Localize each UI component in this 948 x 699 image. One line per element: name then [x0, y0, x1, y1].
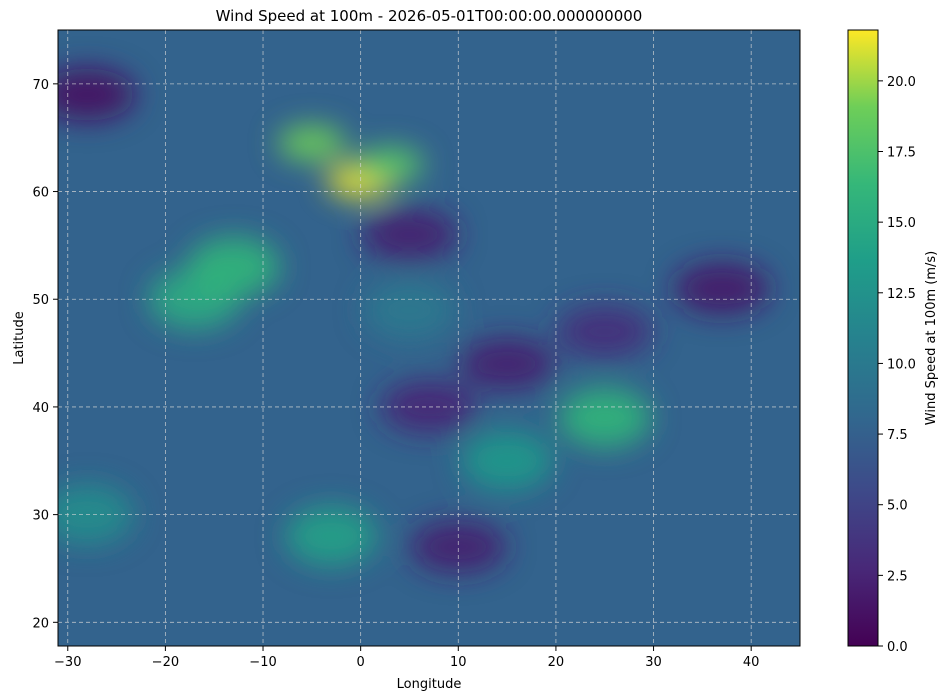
- colorbar-tick-label: 0.0: [887, 640, 908, 655]
- heatmap-hotspot: [355, 146, 424, 183]
- colorbar-gradient: [847, 29, 879, 647]
- heatmap-hotspot: [285, 506, 378, 567]
- x-axis-label: Longitude: [397, 677, 462, 692]
- colorbar-tick-label: 20.0: [887, 75, 916, 90]
- colorbar-ticks: 0.0 2.5 5.0 7.5 10.0 12.5 15.0 17.5 20.0: [878, 75, 916, 655]
- y-tick-label: 20: [32, 616, 49, 631]
- chart-title: Wind Speed at 100m - 2026-05-01T00:00:00…: [216, 7, 643, 25]
- colorbar-tick-label: 5.0: [887, 499, 908, 514]
- x-tick-label: 10: [450, 655, 467, 670]
- plot-area: [57, 29, 801, 647]
- y-axis-label: Latitude: [12, 311, 27, 365]
- heatmap-hotspot: [363, 280, 456, 340]
- heatmap-hotspot: [277, 125, 346, 162]
- heatmap-hotspot: [187, 236, 280, 297]
- plot-frame: [57, 29, 801, 647]
- x-axis-ticks: −30 −20 −10 0 10 20 30 40: [54, 646, 759, 670]
- y-tick-label: 70: [32, 78, 49, 93]
- colorbar-tick-label: 15.0: [887, 216, 916, 231]
- x-tick-label: 20: [548, 655, 565, 670]
- colorbar-tick-label: 10.0: [887, 357, 916, 372]
- x-tick-label: 0: [357, 655, 365, 670]
- heatmap-lowspot: [410, 520, 507, 573]
- colorbar-label: Wind Speed at 100m (m/s): [924, 251, 939, 425]
- colorbar-tick-label: 2.5: [887, 569, 908, 584]
- y-tick-label: 30: [32, 509, 49, 524]
- x-tick-label: 40: [743, 655, 760, 670]
- colorbar-tick-label: 12.5: [887, 287, 916, 302]
- heatmap-lowspot: [556, 305, 653, 358]
- heatmap-lowspot: [673, 262, 770, 315]
- y-tick-label: 40: [32, 401, 49, 416]
- heatmap-hotspot: [558, 387, 651, 448]
- heatmap-lowspot: [459, 337, 556, 390]
- colorbar-tick-label: 7.5: [887, 428, 908, 443]
- y-axis-ticks: 20 30 40 50 60 70: [32, 78, 58, 631]
- heatmap-lowspot: [361, 208, 458, 261]
- x-tick-label: −10: [249, 655, 276, 670]
- grid-lines: [58, 30, 800, 646]
- colorbar-tick-label: 17.5: [887, 146, 916, 161]
- y-tick-label: 50: [32, 293, 49, 308]
- x-tick-label: −20: [152, 655, 179, 670]
- colorbar: 0.0 2.5 5.0 7.5 10.0 12.5 15.0 17.5 20.0 Wind Sp…: [847, 29, 939, 655]
- x-tick-label: 30: [645, 655, 662, 670]
- heatmap-field: [58, 68, 770, 573]
- x-tick-label: −30: [54, 655, 81, 670]
- heatmap-lowspot: [58, 68, 136, 121]
- heatmap-hotspot: [461, 430, 554, 491]
- y-tick-label: 60: [32, 186, 49, 201]
